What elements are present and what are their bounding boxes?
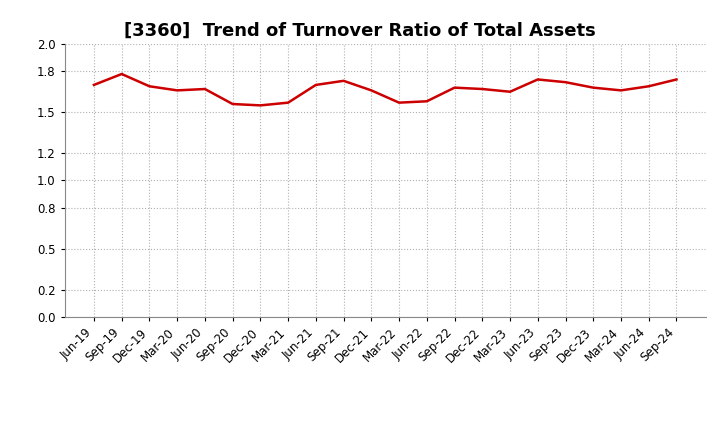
Text: [3360]  Trend of Turnover Ratio of Total Assets: [3360] Trend of Turnover Ratio of Total … <box>124 22 596 40</box>
